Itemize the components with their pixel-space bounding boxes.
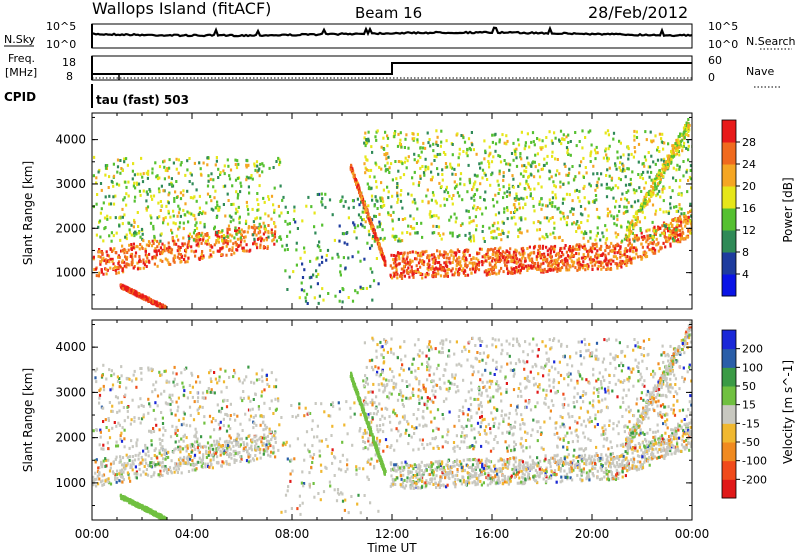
colorbar-segment [722, 274, 736, 297]
noise-right-tick-top: 10^5 [708, 20, 738, 33]
range-tick-label: 2000 [55, 221, 86, 235]
range-tick-label: 4000 [55, 133, 86, 147]
colorbar-tick-label: 100 [742, 361, 763, 374]
range-tick-label: 1000 [55, 476, 86, 490]
colorbar-segment [722, 348, 736, 368]
panel-frame [91, 112, 693, 310]
noise-sky-line [91, 25, 693, 38]
cpid-name: tau (fast) 503 [96, 93, 189, 107]
freq-left-tick-top: 18 [62, 56, 76, 69]
echo-cells [92, 321, 692, 520]
freq-left-tick-bottom: 8 [66, 70, 73, 83]
power-panel: 1000 2000 3000 4000 [55, 112, 693, 310]
time-axis-label: Time UT [366, 541, 417, 554]
colorbar-tick-label: -50 [742, 436, 760, 449]
n-sky-label: N.Sky [4, 33, 36, 46]
range-tick-label: 2000 [55, 431, 86, 445]
noise-left-tick-bottom: 10^0 [46, 38, 76, 51]
velocity-ylabel: Slant Range [km] [21, 368, 35, 472]
cpid-label: CPID [4, 90, 36, 104]
colorbar-tick-label: -100 [742, 455, 767, 468]
colorbar-tick-label: 4 [742, 268, 749, 281]
power-colorbar-label: Power [dB] [781, 177, 795, 242]
n-search-label: N.Search [746, 35, 796, 48]
colorbar-segment [722, 423, 736, 443]
freq-label-line2: [MHz] [5, 66, 37, 79]
freq-label-line1: Freq. [8, 52, 35, 65]
colorbar-tick-label: 50 [742, 380, 756, 393]
velocity-colorbar-label: Velocity [m s^-1] [781, 360, 795, 464]
range-tick-label: 1000 [55, 266, 86, 280]
colorbar-segment [722, 460, 736, 480]
velocity-colorbar: 200 100 50 15 -15 -50 -100 -200 [721, 329, 767, 499]
colorbar-segment [722, 252, 736, 275]
colorbar-tick-label: 24 [742, 158, 756, 171]
freq-right-tick-top: 60 [708, 54, 722, 67]
velocity-panel: 1000 2000 3000 4000 [55, 319, 693, 521]
power-ylabel: Slant Range [km] [21, 161, 35, 265]
colorbar-tick-label: -200 [742, 473, 767, 486]
date-title: 28/Feb/2012 [588, 3, 688, 22]
colorbar-segment [722, 208, 736, 231]
time-tick-label: 00:00 [75, 527, 110, 541]
colorbar-tick-label: 20 [742, 180, 756, 193]
nave-label: Nave [746, 65, 774, 78]
colorbar-tick-label: 12 [742, 224, 756, 237]
time-tick-label: 16:00 [475, 527, 510, 541]
colorbar-segment [722, 404, 736, 424]
colorbar-tick-label: 28 [742, 136, 756, 149]
colorbar-tick-label: 8 [742, 246, 749, 259]
colorbar-segment [722, 386, 736, 406]
colorbar-tick-label: -15 [742, 417, 760, 430]
colorbar-segment [722, 330, 736, 350]
colorbar-segment [722, 142, 736, 165]
noise-left-tick-top: 10^5 [46, 20, 76, 33]
colorbar-tick-label: 200 [742, 343, 763, 356]
colorbar-segment [722, 120, 736, 143]
time-tick-label: 20:00 [575, 527, 610, 541]
noise-right-tick-bottom: 10^0 [708, 38, 738, 51]
time-axis: 00:00 04:00 08:00 12:00 16:00 20:00 00:00 [75, 527, 710, 541]
colorbar-segment [722, 367, 736, 387]
colorbar-segment [722, 164, 736, 187]
time-tick-label: 08:00 [275, 527, 310, 541]
beam-title: Beam 16 [355, 4, 422, 22]
power-colorbar: 4 8 12 16 20 24 28 [721, 119, 756, 297]
range-tick-label: 3000 [55, 385, 86, 399]
colorbar-tick-label: 15 [742, 399, 756, 412]
colorbar-tick-label: 16 [742, 202, 756, 215]
colorbar-segment [722, 186, 736, 209]
time-tick-label: 00:00 [675, 527, 710, 541]
station-title: Wallops Island (fitACF) [92, 0, 271, 18]
colorbar-segment [722, 479, 736, 499]
time-tick-label: 12:00 [375, 527, 410, 541]
freq-line [92, 62, 692, 75]
range-tick-label: 3000 [55, 177, 86, 191]
time-tick-label: 04:00 [175, 527, 210, 541]
colorbar-segment [722, 442, 736, 462]
echo-cells [92, 118, 692, 309]
range-tick-label: 4000 [55, 340, 86, 354]
freq-right-tick-bottom: 0 [708, 71, 715, 84]
colorbar-segment [722, 230, 736, 253]
